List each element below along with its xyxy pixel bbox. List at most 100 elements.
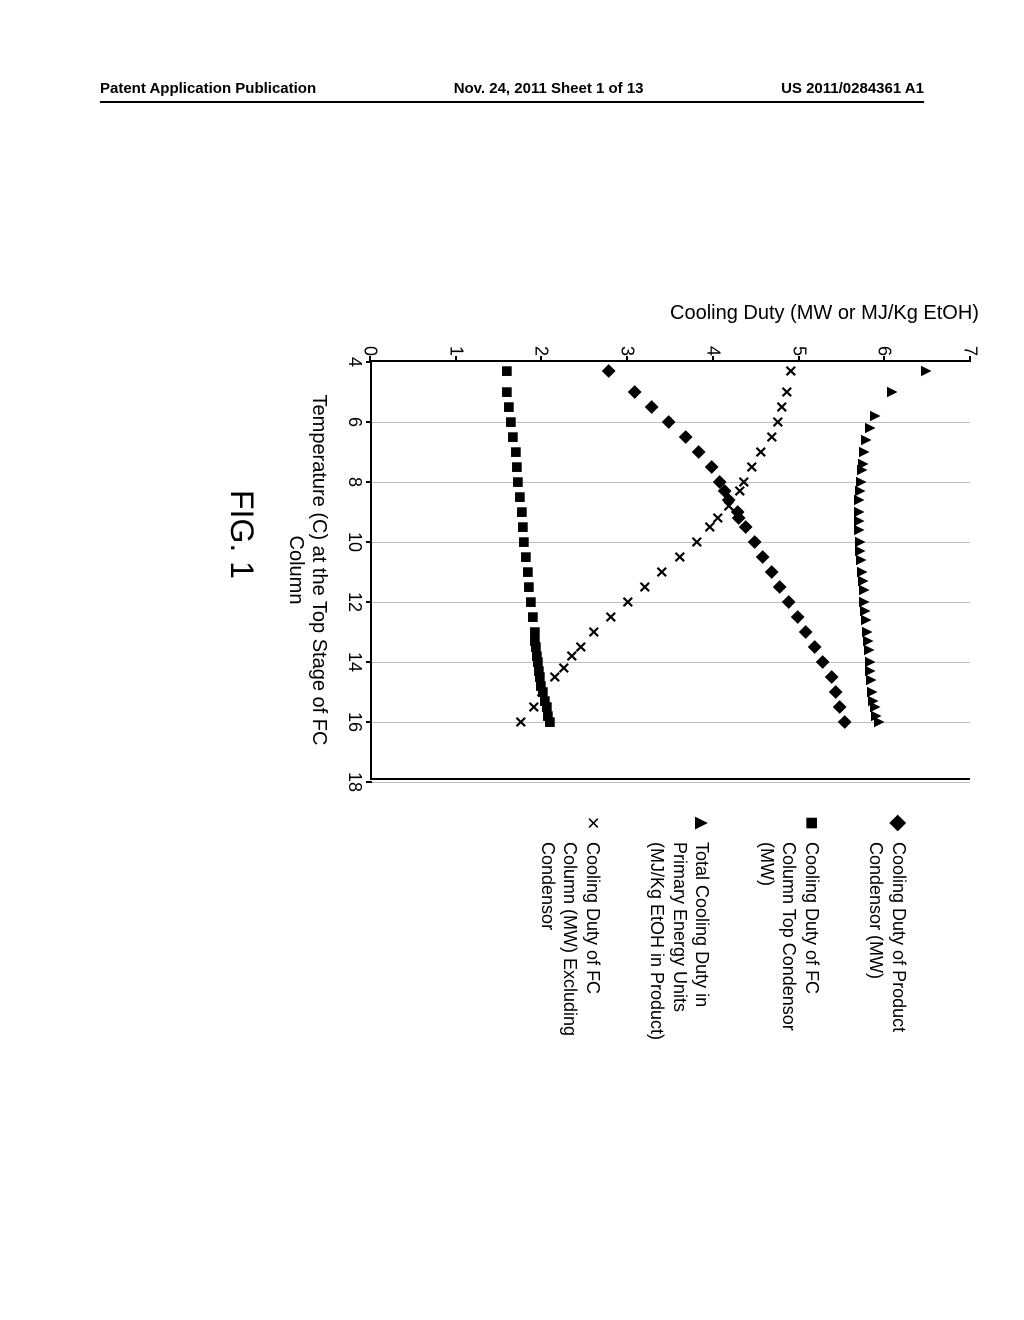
data-point-cross: × [729,485,749,497]
data-point-square: ■ [514,536,534,548]
ytick-mark [712,356,714,362]
data-point-cross: × [634,581,654,593]
data-point-triangle: ▲ [918,362,936,380]
triangle-icon: ▲ [692,810,714,836]
legend: ◆ Cooling Duty of Product Condensor (MW)… [495,810,911,1060]
data-point-diamond: ◆ [661,415,679,429]
data-point-diamond: ◆ [738,520,756,534]
data-point-triangle: ▲ [884,383,902,401]
xtick-mark [366,481,372,483]
data-point-diamond: ◆ [691,445,709,459]
data-point-square: ■ [512,506,532,518]
data-point-square: ■ [501,416,521,428]
ytick-mark [455,356,457,362]
data-point-cross: × [561,650,581,662]
data-point-square: ■ [497,386,517,398]
data-point-cross: × [531,686,551,698]
legend-label: Total Cooling Duty in Primary Energy Uni… [646,842,714,1060]
x-axis-title: Temperature (C) at the Top Stage of FC C… [284,360,330,780]
legend-label: Cooling Duty of FC Column Top Condensor … [756,842,824,1060]
data-point-cross: × [651,566,671,578]
data-point-square: ■ [518,566,538,578]
data-point-cross: × [600,611,620,623]
header-right: US 2011/0284361 A1 [781,80,924,97]
data-point-cross: × [771,401,791,413]
xtick-mark [366,421,372,423]
data-point-triangle: ▲ [871,713,889,731]
data-point-cross: × [510,716,530,728]
legend-label: Cooling Duty of Product Condensor (MW) [865,842,910,1060]
xtick-label: 4 [344,357,365,367]
xtick-mark [366,781,372,783]
data-point-diamond: ◆ [798,625,816,639]
data-point-square: ■ [519,581,539,593]
data-point-diamond: ◆ [772,580,790,594]
data-point-square: ■ [503,431,523,443]
ytick-label: 0 [360,332,381,356]
chart-wrap: Cooling Duty (MW or MJ/Kg EtOH) 01234567… [0,290,1024,1070]
xtick-label: 6 [344,417,365,427]
legend-label: Cooling Duty of FC Column (MW) Excluding… [537,842,605,1060]
data-point-diamond: ◆ [704,460,722,474]
ytick-label: 2 [531,332,552,356]
data-point-cross: × [583,626,603,638]
data-point-square: ■ [516,551,536,563]
xtick-mark [366,721,372,723]
ytick-mark [626,356,628,362]
data-point-square: ■ [540,716,560,728]
legend-item: ▲ Total Cooling Duty in Primary Energy U… [646,810,714,1060]
data-point-diamond: ◆ [627,385,645,399]
ytick-mark [883,356,885,362]
data-point-square: ■ [507,461,527,473]
ytick-mark [969,356,971,362]
data-point-cross: × [780,365,800,377]
gridline [372,542,970,543]
header-left: Patent Application Publication [100,80,316,97]
ytick-mark [540,356,542,362]
xtick-label: 8 [344,477,365,487]
plot-area: 012345674681012141618◆◆◆◆◆◆◆◆◆◆◆◆◆◆◆◆◆◆◆… [370,360,970,780]
xtick-label: 10 [344,532,365,552]
xtick-label: 16 [344,712,365,732]
legend-item: ■ Cooling Duty of FC Column Top Condenso… [756,810,824,1060]
ytick-label: 1 [445,332,466,356]
data-point-diamond: ◆ [815,655,833,669]
gridline [372,602,970,603]
data-point-diamond: ◆ [832,700,850,714]
data-point-diamond: ◆ [837,715,855,729]
xtick-mark [366,601,372,603]
ytick-label: 5 [788,332,809,356]
data-point-diamond: ◆ [678,430,696,444]
xtick-label: 12 [344,592,365,612]
data-point-cross: × [669,551,689,563]
data-point-cross: × [750,446,770,458]
figure-label: FIG. 1 [223,490,260,579]
ytick-label: 4 [702,332,723,356]
legend-item: × Cooling Duty of FC Column (MW) Excludi… [537,810,605,1060]
data-point-diamond: ◆ [755,550,773,564]
xtick-mark [366,541,372,543]
data-point-diamond: ◆ [824,670,842,684]
data-point-diamond: ◆ [644,400,662,414]
data-point-diamond: ◆ [601,364,619,378]
data-point-cross: × [544,671,564,683]
square-icon: ■ [801,810,823,836]
ytick-label: 6 [874,332,895,356]
data-point-cross: × [699,521,719,533]
legend-item: ◆ Cooling Duty of Product Condensor (MW) [865,810,910,1060]
figure-rotated-container: Cooling Duty (MW or MJ/Kg EtOH) 01234567… [0,290,1024,1070]
data-point-square: ■ [513,521,533,533]
data-point-diamond: ◆ [807,640,825,654]
data-point-cross: × [761,431,781,443]
data-point-square: ■ [506,446,526,458]
data-point-diamond: ◆ [747,535,765,549]
data-point-diamond: ◆ [764,565,782,579]
page-header: Patent Application Publication Nov. 24, … [100,80,924,103]
data-point-cross: × [718,500,738,512]
xtick-mark [366,361,372,363]
data-point-square: ■ [521,596,541,608]
data-point-square: ■ [508,476,528,488]
xtick-label: 18 [344,772,365,792]
data-point-diamond: ◆ [790,610,808,624]
xtick-mark [366,661,372,663]
